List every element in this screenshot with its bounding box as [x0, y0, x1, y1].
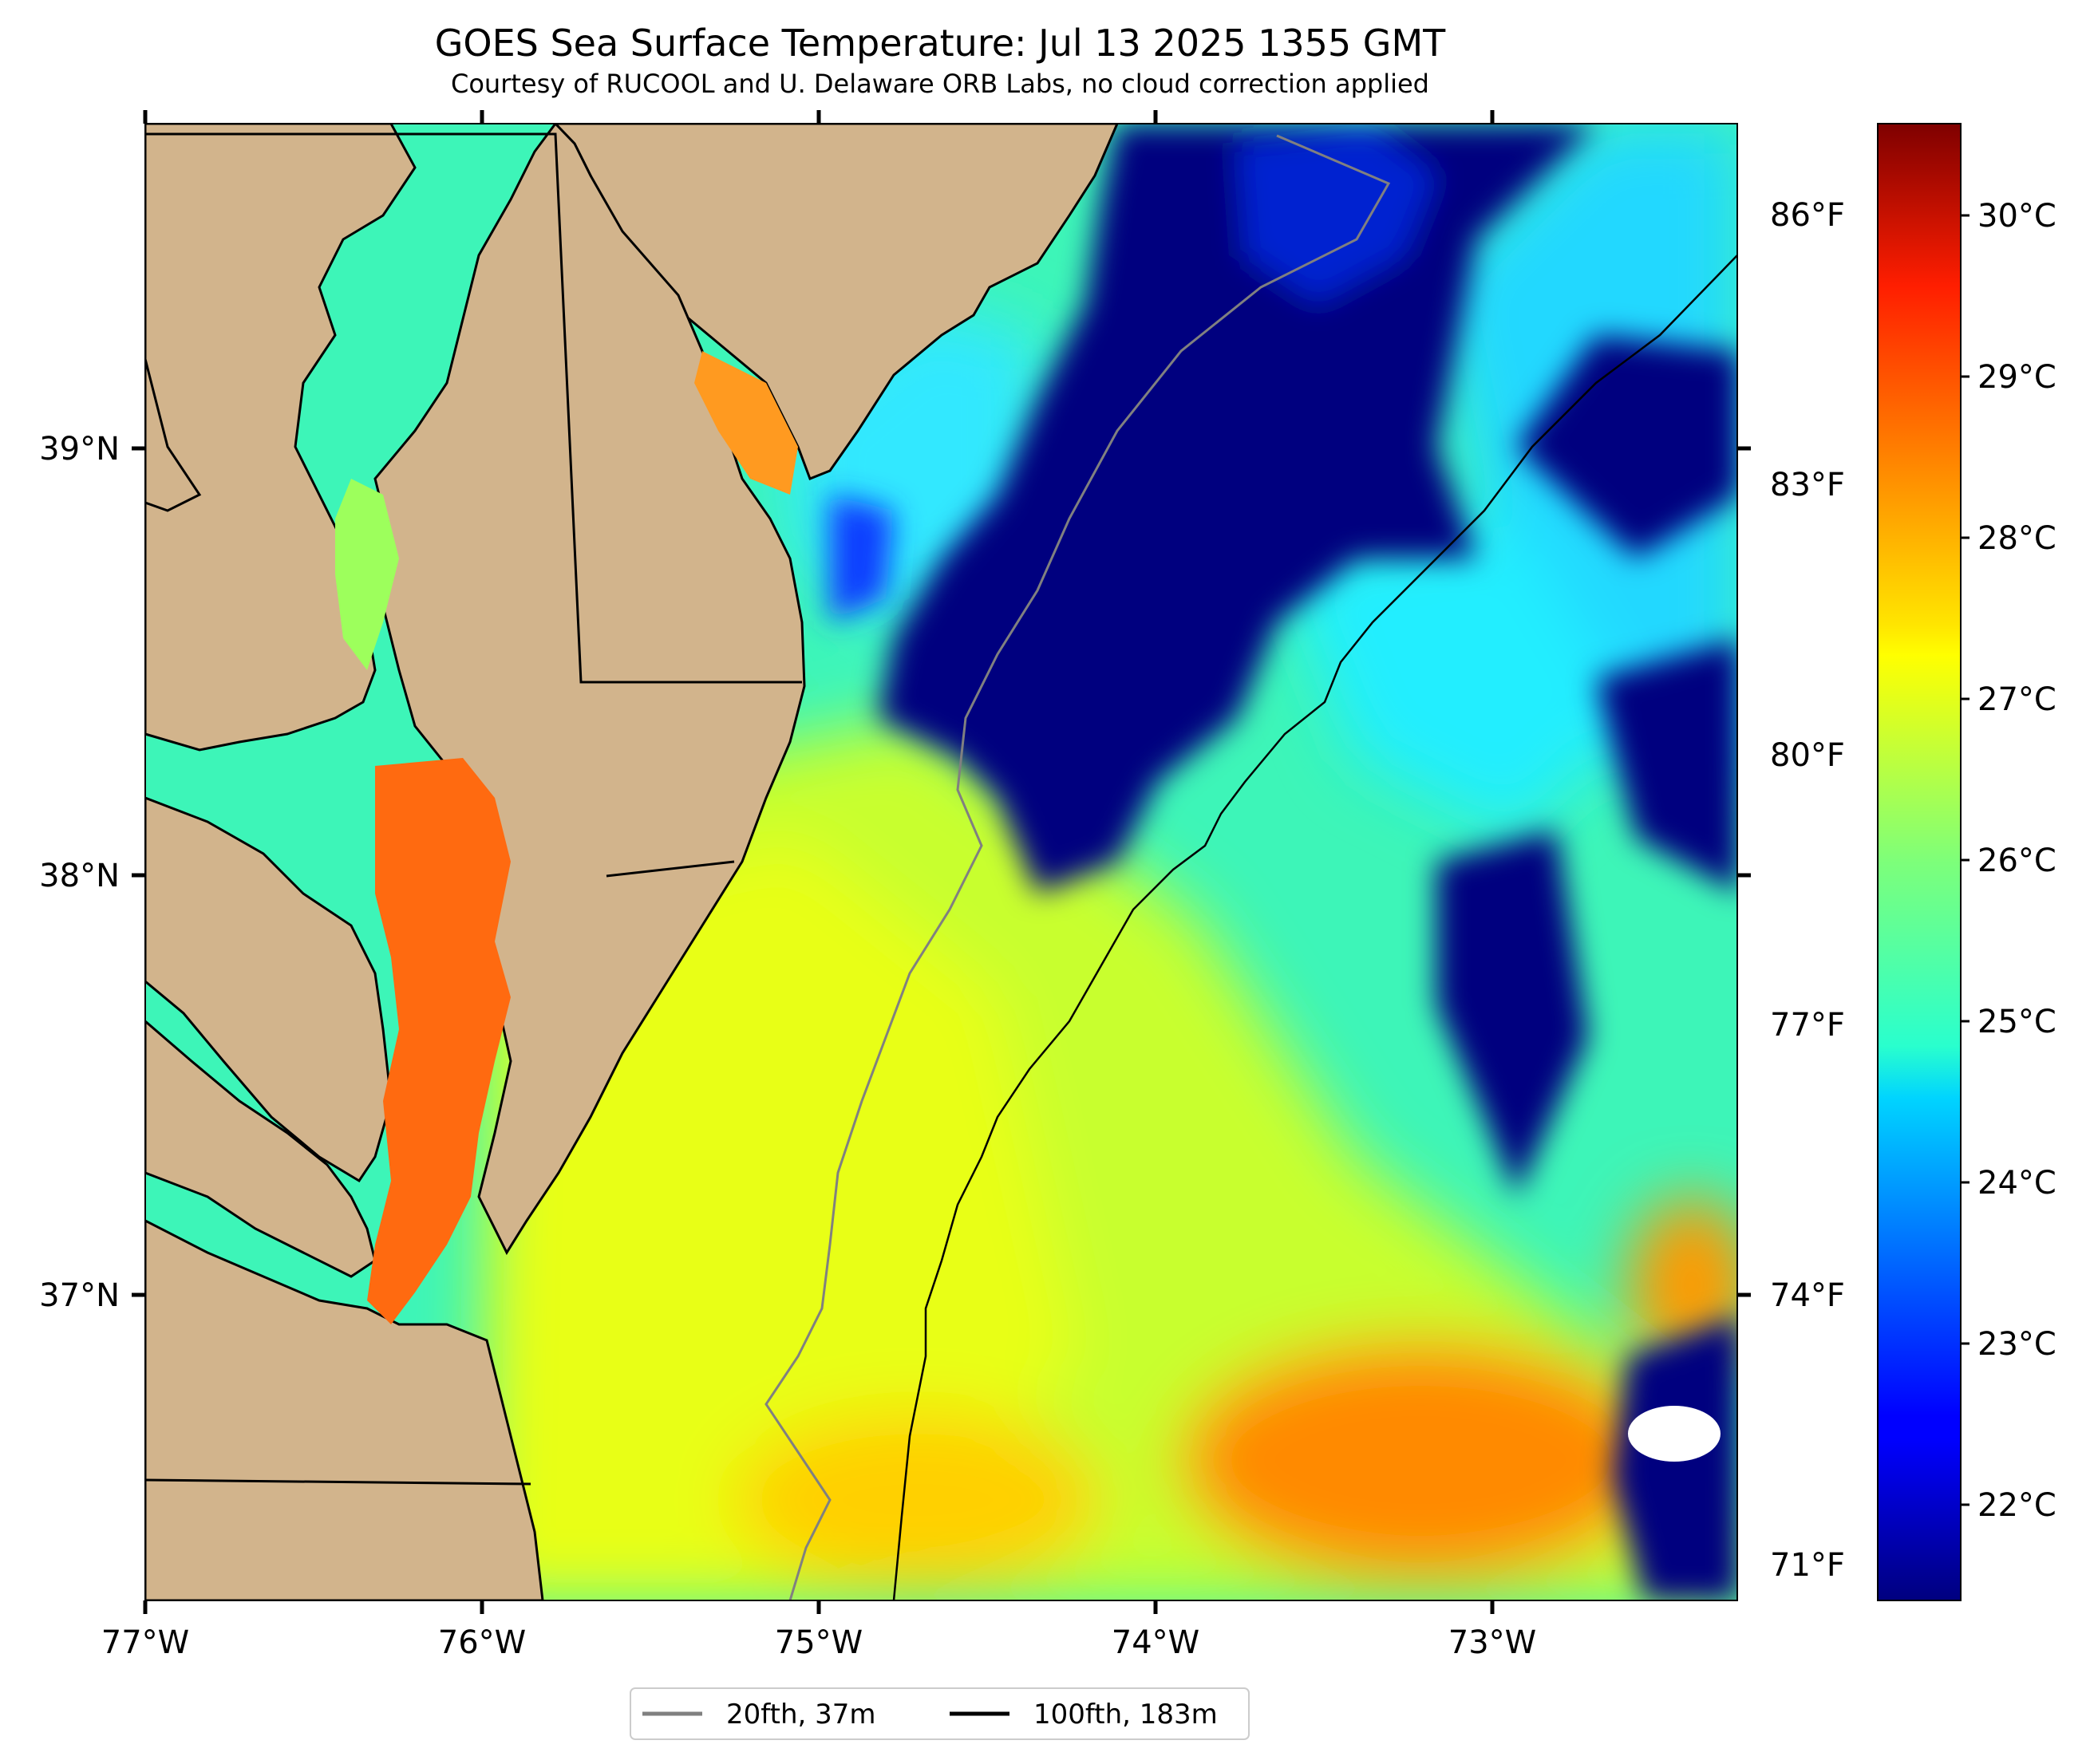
fahrenheit-label: 77°F: [1770, 1007, 1845, 1044]
land: [145, 124, 1119, 1600]
isobath-100fth: [892, 255, 1737, 1600]
celsius-label: 28°C: [1977, 520, 2056, 557]
celsius-label: 29°C: [1977, 359, 2056, 396]
map-subtitle: Courtesy of RUCOOL and U. Delaware ORB L…: [451, 69, 1429, 99]
lat-tick-labels: 39°N 38°N 37°N: [39, 431, 120, 1314]
legend-label-20fth: 20fth, 37m: [726, 1699, 876, 1730]
lat-tick-label: 37°N: [39, 1277, 120, 1314]
map-area: [145, 124, 1737, 1600]
map-frame: [144, 123, 1738, 1601]
map-title: GOES Sea Surface Temperature: Jul 13 202…: [435, 22, 1446, 65]
sst-field: [479, 124, 1737, 1600]
legend-box: [630, 1687, 1250, 1740]
bay-water: [335, 351, 798, 1324]
fahrenheit-labels: 86°F 83°F 80°F 77°F 74°F 71°F: [1770, 197, 1845, 1584]
celsius-label: 27°C: [1977, 681, 2056, 718]
lon-tick-label: 77°W: [101, 1624, 189, 1661]
axis-ticks: [132, 110, 1751, 1614]
state-boundaries: [145, 132, 802, 1486]
celsius-label: 22°C: [1977, 1487, 2056, 1524]
legend-label-100fth: 100fth, 183m: [1033, 1699, 1218, 1730]
celsius-label: 25°C: [1977, 1004, 2056, 1040]
celsius-label: 23°C: [1977, 1326, 2056, 1363]
fahrenheit-label: 71°F: [1770, 1547, 1845, 1584]
lon-tick-label: 75°W: [775, 1624, 863, 1661]
fahrenheit-label: 83°F: [1770, 467, 1845, 503]
celsius-label: 26°C: [1977, 843, 2056, 879]
cloud-patch: [1628, 1406, 1721, 1462]
lon-tick-label: 76°W: [438, 1624, 526, 1661]
lat-tick-label: 38°N: [39, 858, 120, 894]
isobath-20fth: [764, 134, 1391, 1600]
legend: 20fth, 37m 100fth, 183m: [630, 1687, 1250, 1740]
colorbar-gradient: [1877, 123, 1962, 1601]
fahrenheit-label: 74°F: [1770, 1277, 1845, 1314]
celsius-label: 24°C: [1977, 1165, 2056, 1202]
fahrenheit-label: 80°F: [1770, 737, 1845, 774]
lon-tick-label: 74°W: [1112, 1624, 1199, 1661]
fahrenheit-label: 86°F: [1770, 197, 1845, 234]
celsius-label: 30°C: [1977, 198, 2056, 235]
lat-tick-label: 39°N: [39, 431, 120, 468]
lon-tick-label: 73°W: [1448, 1624, 1536, 1661]
lon-tick-labels: 77°W 76°W 75°W 74°W 73°W: [101, 1624, 1536, 1661]
colorbar: 30°C 29°C 28°C 27°C 26°C 25°C 24°C 23°C …: [1877, 123, 2056, 1601]
